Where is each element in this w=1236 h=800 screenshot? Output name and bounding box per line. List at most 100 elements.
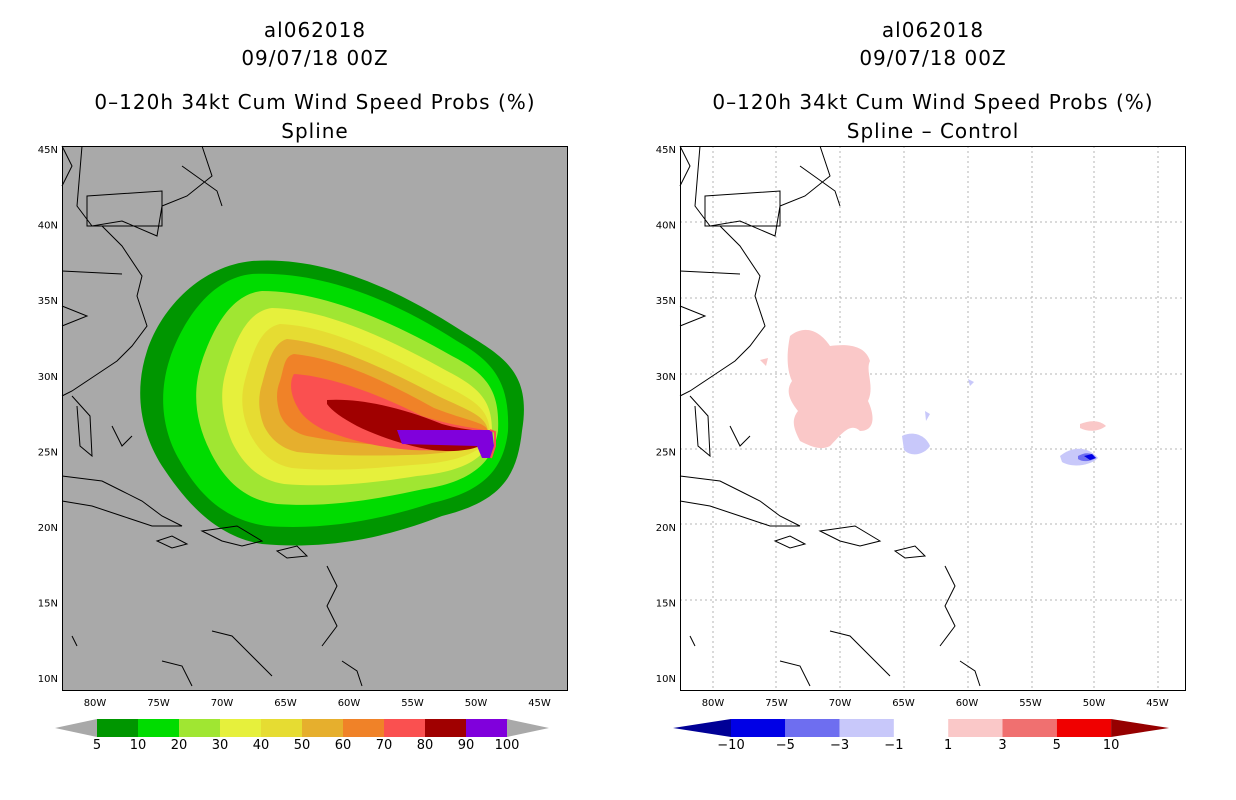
left-colorbar-swatch [261, 719, 302, 737]
right-lon-axis: 80W 75W 70W 65W 60W 55W 50W 45W [702, 698, 1169, 709]
right-land-outline [679, 145, 981, 687]
right-colorbar-under-arrow [673, 719, 731, 737]
diff-positive-pink-small-2 [1080, 421, 1106, 431]
right-colorbar-label: 3 [998, 738, 1007, 753]
left-colorbar-swatch [179, 719, 220, 737]
swath-100pct-edge [489, 429, 496, 459]
right-storm-id: al062018 [881, 18, 985, 42]
left-lon-label: 60W [338, 698, 361, 709]
left-colorbar-swatch [220, 719, 261, 737]
left-subtitle: Spline [281, 119, 349, 143]
left-lat-label: 10N [38, 674, 58, 685]
left-date: 09/07/18 00Z [241, 46, 389, 70]
left-lat-axis: 45N 40N 35N 30N 25N 20N 15N 10N [38, 145, 58, 685]
right-colorbar-swatch [948, 719, 1003, 737]
right-lat-label: 45N [656, 145, 676, 156]
left-lon-label: 70W [211, 698, 234, 709]
right-colorbar-label: 1 [944, 738, 953, 753]
right-lat-label: 20N [656, 523, 676, 534]
left-colorbar-swatch [466, 719, 507, 737]
right-lat-label: 15N [656, 599, 676, 610]
left-lat-label: 35N [38, 296, 58, 307]
diff-positive-pink-large [787, 329, 873, 449]
left-lon-label: 55W [401, 698, 424, 709]
right-difference-map: 45N 40N 35N 30N 25N 20N 15N 10N 80W 75W 70W 65W 60W… [656, 145, 1186, 709]
right-lat-axis: 45N 40N 35N 30N 25N 20N 15N 10N [656, 145, 676, 685]
left-colorbar-under-arrow [55, 719, 97, 737]
right-colorbar-swatch [893, 719, 949, 737]
left-colorbar-label: 90 [457, 738, 475, 753]
left-colorbar-label: 40 [252, 738, 270, 753]
left-colorbar-label: 70 [375, 738, 393, 753]
left-colorbar [55, 719, 549, 737]
right-map-frame [680, 146, 1186, 691]
diff-negative-blue-2 [925, 411, 930, 421]
left-colorbar-label: 80 [416, 738, 434, 753]
left-lat-label: 30N [38, 372, 58, 383]
left-lat-label: 40N [38, 221, 58, 232]
right-colorbar-label: −5 [775, 738, 795, 753]
right-lon-label: 50W [1083, 698, 1106, 709]
right-lat-label: 40N [656, 221, 676, 232]
diff-positive-pink-small-1 [760, 358, 768, 366]
left-colorbar-label: 10 [129, 738, 147, 753]
right-colorbar-over-arrow [1111, 719, 1170, 737]
right-lat-label: 35N [656, 296, 676, 307]
right-lon-label: 80W [702, 698, 725, 709]
left-lon-label: 45W [528, 698, 551, 709]
diff-negative-blue-1 [902, 433, 930, 455]
left-colorbar-label: 5 [92, 738, 102, 753]
left-colorbar-swatch [138, 719, 179, 737]
left-colorbar-label: 100 [494, 738, 520, 753]
left-colorbar-swatch [97, 719, 138, 737]
left-colorbar-swatch [384, 719, 425, 737]
right-lon-label: 70W [829, 698, 852, 709]
left-colorbar-label: 20 [170, 738, 188, 753]
right-difference-contours [760, 329, 1106, 466]
left-colorbar-swatch [425, 719, 466, 737]
left-lat-label: 25N [38, 447, 58, 458]
right-colorbar-swatch [731, 719, 786, 737]
left-map-frame [62, 146, 568, 691]
right-colorbar-swatch [1002, 719, 1057, 737]
right-lat-label: 10N [656, 674, 676, 685]
right-colorbar-swatch [839, 719, 894, 737]
left-colorbar-label: 30 [211, 738, 229, 753]
left-lon-label: 65W [274, 698, 297, 709]
right-colorbar-label: −3 [830, 738, 850, 753]
right-lon-label: 45W [1146, 698, 1169, 709]
right-colorbar-label: −10 [717, 738, 745, 753]
left-lat-label: 45N [38, 145, 58, 156]
right-colorbar-label: 10 [1102, 738, 1120, 753]
left-lat-label: 15N [38, 599, 58, 610]
right-lat-label: 25N [656, 447, 676, 458]
right-lon-label: 65W [892, 698, 915, 709]
left-colorbar-swatch [302, 719, 343, 737]
right-lon-label: 55W [1019, 698, 1042, 709]
left-colorbar-label: 60 [334, 738, 352, 753]
left-lon-label: 80W [84, 698, 107, 709]
right-colorbar-label: −1 [884, 738, 904, 753]
right-lon-label: 60W [956, 698, 979, 709]
left-colorbar-over-arrow [507, 719, 549, 737]
left-lon-label: 75W [147, 698, 170, 709]
left-colorbar-swatch [343, 719, 384, 737]
left-lon-axis: 80W 75W 70W 65W 60W 55W 50W 45W [84, 698, 551, 709]
left-lat-label: 20N [38, 523, 58, 534]
right-gridlines [680, 146, 1186, 691]
right-subtitle: Spline – Control [846, 119, 1020, 143]
diff-negative-blue-3 [968, 379, 974, 386]
left-product-title: 0–120h 34kt Cum Wind Speed Probs (%) [94, 90, 536, 114]
right-colorbar-swatch [785, 719, 840, 737]
left-probability-map: 45N 40N 35N 30N 25N 20N 15N 10N 80W 75W 70W 65W 60W… [38, 145, 568, 709]
right-colorbar-label: 5 [1052, 738, 1061, 753]
right-product-title: 0–120h 34kt Cum Wind Speed Probs (%) [712, 90, 1154, 114]
right-date: 09/07/18 00Z [859, 46, 1007, 70]
left-probability-swath [140, 260, 524, 546]
left-storm-id: al062018 [263, 18, 367, 42]
right-colorbar [673, 719, 1170, 737]
right-lat-label: 30N [656, 372, 676, 383]
right-lon-label: 75W [765, 698, 788, 709]
left-colorbar-label: 50 [293, 738, 311, 753]
left-land-outline [61, 145, 363, 687]
